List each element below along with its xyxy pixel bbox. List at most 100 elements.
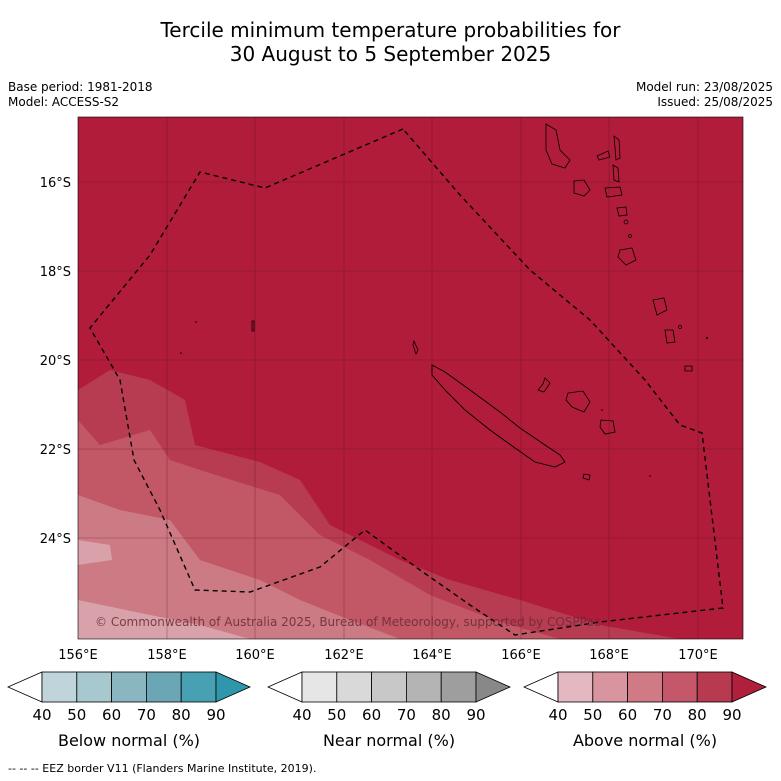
colorbar-1-tick-80: 80 [432,706,451,724]
colorbar-1-segment-2 [371,671,407,703]
island-ouvea [537,377,551,393]
contour-60 [78,495,400,639]
colorbar-1-low-extend [267,671,303,703]
lon-tick-168: 168°E [589,648,629,663]
colorbar-2-segment-0 [557,671,594,703]
lon-tick-162: 162°E [324,648,364,663]
reef-chesterfield [251,320,255,332]
colorbar-near-normal: 40 50 60 70 80 90 [267,671,511,724]
colorbar-2-tick-80: 80 [688,706,707,724]
colorbar-0-segment-4 [180,671,217,703]
colorbar-0-low-extend [7,671,43,703]
colorbar-0-high-extend [215,671,251,703]
lon-tick-158: 158°E [147,648,187,663]
colorbar-0-tick-80: 80 [172,706,191,724]
lat-ticks: 16°S 18°S 20°S 22°S 24°S [40,176,71,547]
lat-tick-24: 24°S [40,532,71,547]
island-tanna [664,329,676,344]
island-small-1 [623,219,629,225]
colorbar-1-segment-0 [301,671,338,703]
colorbar-1-tick-60: 60 [362,706,381,724]
colorbar-1-segment-1 [336,671,372,703]
island-new-caledonia [431,364,566,468]
island-malakula [573,179,591,197]
island-maewo [613,135,621,161]
island-ambae [596,150,611,161]
lon-tick-160: 160°E [235,648,275,663]
lon-tick-170: 170°E [678,648,718,663]
colorbar-0-segment-3 [145,671,182,703]
lat-tick-18: 18°S [40,265,71,280]
graticule [78,117,743,639]
colorbar-2-tick-40: 40 [548,706,567,724]
contour-50b [78,600,250,639]
island-erromango [652,297,668,316]
map-frame [77,116,744,640]
issued-date: Issued: 25/08/2025 [657,95,773,109]
colorbar-2-tick-70: 70 [653,706,672,724]
map-area: © Commonwealth of Australia 2025, Bureau… [78,117,743,639]
colorbar-2-segment-1 [592,671,628,703]
colorbar-1-segment-3 [405,671,442,703]
island-isle-of-pines [582,473,591,481]
colorbar-2-tick-60: 60 [618,706,637,724]
colorbar-1-high-extend [475,671,511,703]
map-title: Tercile minimum temperature probabilitie… [0,18,781,66]
colorbar-0-segment-1 [76,671,113,703]
lon-ticks: 156°E 158°E 160°E 162°E 164°E 166°E 168°… [58,648,718,663]
colorbar-0-tick-50: 50 [67,706,86,724]
island-mare [599,419,616,435]
colorbar-2-segment-2 [627,671,663,703]
lat-tick-16: 16°S [40,176,71,191]
colorbar-0-tick-60: 60 [102,706,121,724]
colorbar-1-tick-50: 50 [327,706,346,724]
island-small-2 [628,234,632,238]
colorbar-2-segment-3 [662,671,698,703]
model-run: Model run: 23/08/2025 [635,80,773,94]
colorbar-0-tick-40: 40 [32,706,51,724]
reef-3 [649,475,651,477]
colorbar-1-tick-40: 40 [292,706,311,724]
reef-1 [195,321,197,323]
contour-70-patch [220,483,256,506]
colorbar-label-near: Near normal (%) [322,731,456,750]
colorbar-2-low-extend [523,671,559,703]
island-small-3 [678,325,682,329]
colorbar-1-segment-4 [440,671,477,703]
lat-tick-22: 22°S [40,443,71,458]
lon-tick-156: 156°E [58,648,98,663]
colorbar-label-above: Above normal (%) [572,731,718,750]
meta-right: Model run: 23/08/2025 Issued: 25/08/2025 [636,80,773,110]
island-ambrym [604,186,623,198]
island-small-4 [706,337,708,339]
colorbar-0-segment-2 [111,671,147,703]
island-aneityum [684,365,693,372]
title-line-2: 30 August to 5 September 2025 [229,42,552,66]
island-lifou [565,390,591,413]
meta-left: Base period: 1981-2018 Model: ACCESS-S2 [8,80,153,110]
colorbar-2-segment-4 [696,671,733,703]
island-efate [617,247,637,266]
colorbar-label-below: Below normal (%) [57,731,201,750]
reef-4 [601,409,603,411]
island-belep [412,339,419,356]
model-name: Model: ACCESS-S2 [8,95,120,109]
colorbar-0-segment-0 [41,671,78,703]
colorbar-1-tick-70: 70 [397,706,416,724]
copyright-text: © Commonwealth of Australia 2025, Bureau… [95,615,600,629]
island-epi [616,206,628,217]
contour-50a [78,540,112,565]
title-line-1: Tercile minimum temperature probabilitie… [160,18,621,42]
colorbar-2-tick-90: 90 [722,706,741,724]
colorbar-0-tick-90: 90 [206,706,225,724]
colorbar-2-high-extend [731,671,767,703]
reef-2 [180,352,182,354]
footer-note: -- -- -- EEZ border V11 (Flanders Marine… [8,762,317,775]
colorbar-1-tick-90: 90 [466,706,485,724]
lat-tick-20: 20°S [40,354,71,369]
colorbar-above-normal: 40 50 60 70 80 90 [523,671,767,724]
island-espiritu-santo [545,123,571,169]
colorbar-2-tick-50: 50 [583,706,602,724]
colorbar-below-normal: 40 50 60 70 80 90 [7,671,251,724]
